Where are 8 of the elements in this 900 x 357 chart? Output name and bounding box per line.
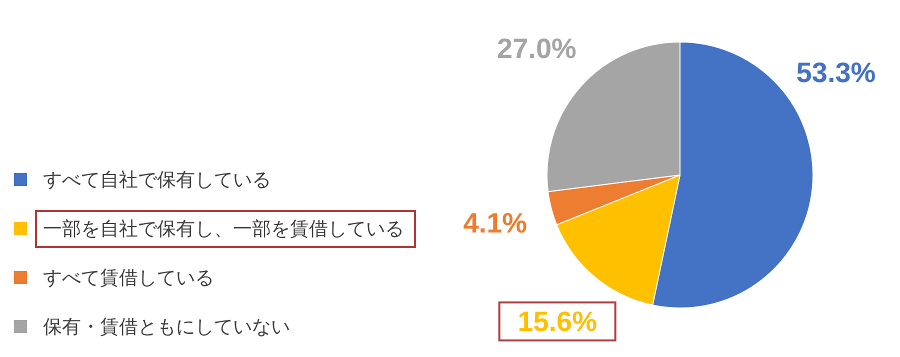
- data-label: 4.1%: [463, 208, 528, 239]
- legend-label: 保有・賃借ともにしていない: [42, 314, 291, 340]
- data-label: 15.6%: [518, 306, 598, 337]
- legend-label: すべて自社で保有している: [42, 168, 272, 192]
- data-label: 53.3%: [796, 57, 876, 88]
- data-label: 27.0%: [497, 33, 577, 64]
- legend-label: 一部を自社で保有し、一部を賃借している: [42, 216, 405, 242]
- legend-label: すべて賃借している: [42, 266, 215, 290]
